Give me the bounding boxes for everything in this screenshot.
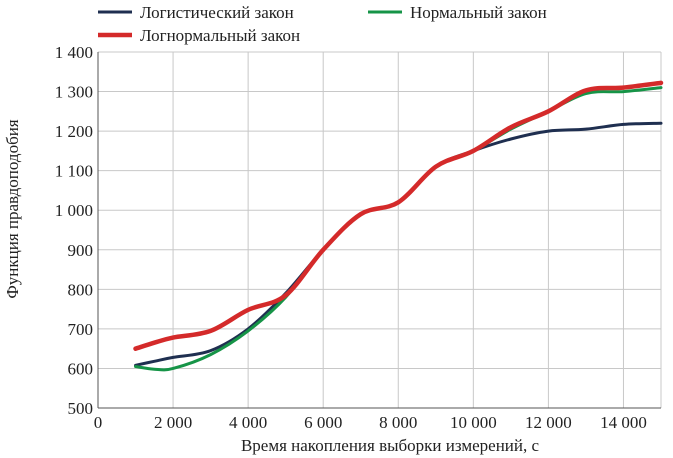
y-tick-label: 1 200 — [55, 122, 93, 141]
series-line-lognormal — [133, 80, 664, 351]
legend-label: Логистический закон — [140, 3, 294, 22]
y-tick-label: 900 — [68, 241, 94, 260]
axes — [97, 52, 661, 409]
x-tick-label: 12 000 — [525, 413, 572, 432]
x-tick-label: 4 000 — [229, 413, 267, 432]
y-tick-label: 1 300 — [55, 83, 93, 102]
series-lines — [133, 80, 664, 372]
x-axis-title: Время накопления выборки измерений, с — [241, 436, 540, 455]
legend-item-normal: Нормальный закон — [368, 3, 547, 22]
y-tick-labels: 500 600 700 800 900 1 000 1 100 1 200 1 300 1 400 — [55, 43, 93, 418]
legend-label: Логнормальный закон — [140, 26, 300, 45]
x-tick-label: 8 000 — [379, 413, 417, 432]
y-tick-label: 1 100 — [55, 162, 93, 181]
y-tick-label: 1 400 — [55, 43, 93, 62]
x-tick-label: 14 000 — [600, 413, 647, 432]
legend: Логистический закон Нормальный закон Логно… — [98, 3, 547, 45]
y-tick-label: 800 — [68, 280, 94, 299]
x-tick-labels: 0 2 000 4 000 6 000 8 000 10 000 12 000 14 000 — [94, 413, 647, 432]
x-tick-label: 2 000 — [154, 413, 192, 432]
y-tick-label: 700 — [68, 320, 94, 339]
x-tick-label: 6 000 — [304, 413, 342, 432]
y-tick-label: 500 — [68, 399, 94, 418]
y-tick-label: 600 — [68, 359, 94, 378]
x-tick-label: 0 — [94, 413, 103, 432]
y-tick-label: 1 000 — [55, 201, 93, 220]
x-tick-label: 10 000 — [450, 413, 497, 432]
y-axis-title: Функция правдоподобия — [3, 119, 22, 298]
legend-item-logistic: Логистический закон — [98, 3, 294, 22]
legend-label: Нормальный закон — [410, 3, 547, 22]
legend-item-lognormal: Логнормальный закон — [98, 26, 300, 45]
